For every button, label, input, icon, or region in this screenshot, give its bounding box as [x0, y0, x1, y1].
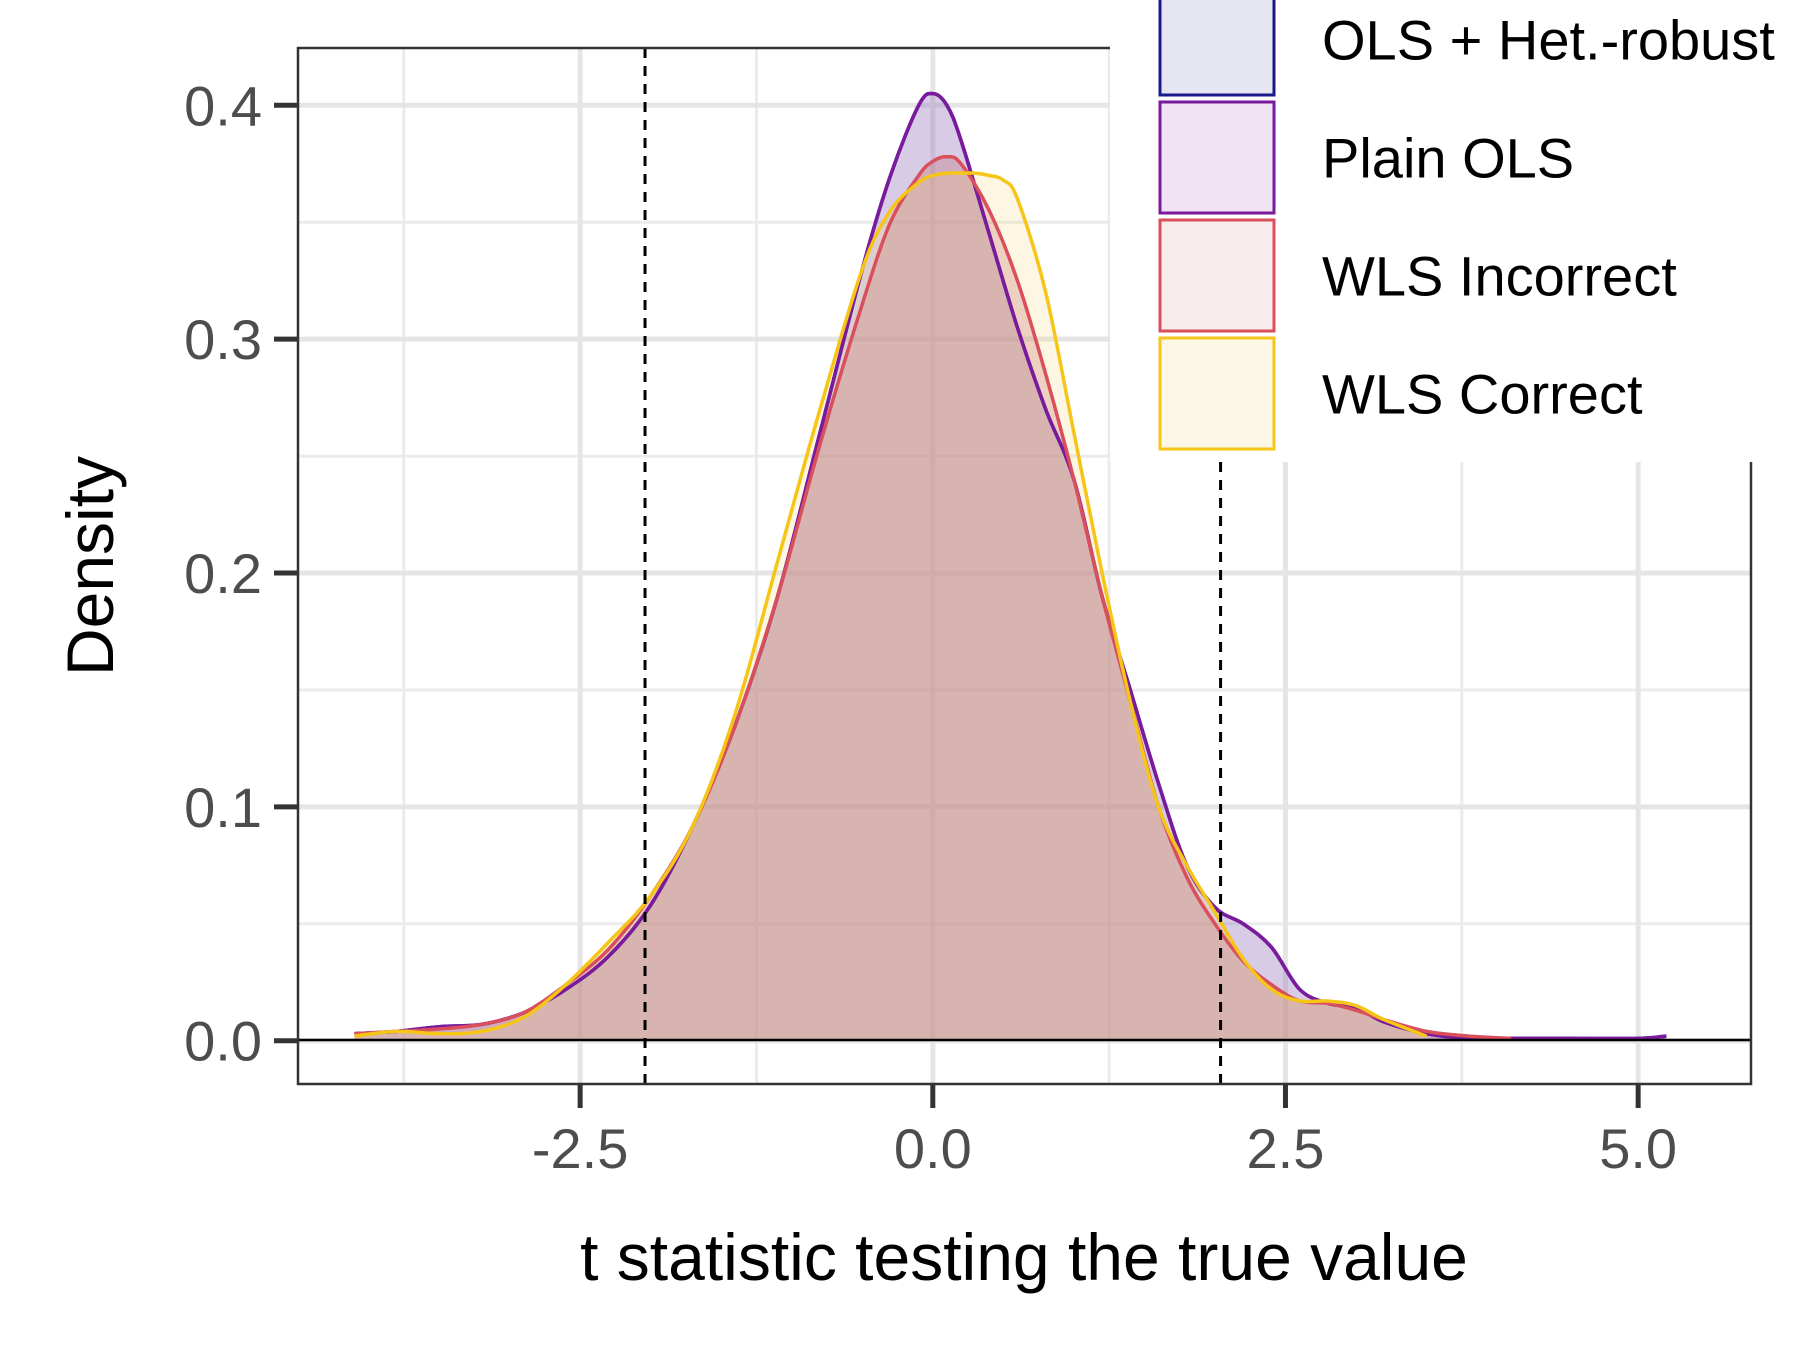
x-tick-label: 2.5: [1247, 1117, 1325, 1180]
legend-label: WLS Correct: [1322, 363, 1643, 426]
legend-label: OLS + Het.-robust: [1322, 9, 1775, 72]
x-tick-label: 5.0: [1599, 1117, 1677, 1180]
legend-label: WLS Incorrect: [1322, 245, 1677, 308]
density-area-series: [354, 93, 1667, 1041]
panel-border: [296, 46, 1753, 1086]
legend-key: [1158, 100, 1276, 215]
legend: OLS + Het.-robust Plain OLS WLS Incorrect W…: [1110, 0, 1800, 462]
density-line-series: [354, 154, 1512, 1041]
y-tick-label: 0.0: [184, 1010, 262, 1073]
density-areas: [354, 93, 1667, 1041]
density-area-series: [354, 93, 1667, 1041]
density-lines: [354, 91, 1667, 1041]
y-axis-ticks: 0.0 0.1 0.2 0.3 0.4: [184, 74, 298, 1073]
y-tick-label: 0.1: [184, 776, 262, 839]
x-tick-label: -2.5: [532, 1117, 629, 1180]
legend-key: [1158, 218, 1276, 333]
x-tick-label: 0.0: [894, 1117, 972, 1180]
density-line-series: [354, 91, 1667, 1041]
y-axis-title: Density: [53, 456, 127, 676]
legend-key: [1158, 0, 1276, 97]
legend-key: [1158, 336, 1276, 451]
y-tick-label: 0.2: [184, 542, 262, 605]
y-tick-label: 0.4: [184, 74, 262, 137]
x-axis-ticks: -2.5 0.0 2.5 5.0: [532, 1084, 1677, 1180]
legend-label: Plain OLS: [1322, 127, 1574, 190]
y-tick-label: 0.3: [184, 308, 262, 371]
density-line-series: [354, 171, 1428, 1038]
x-axis-title: t statistic testing the true value: [580, 1220, 1468, 1294]
density-area-series: [354, 156, 1512, 1041]
density-area-series: [354, 172, 1427, 1041]
